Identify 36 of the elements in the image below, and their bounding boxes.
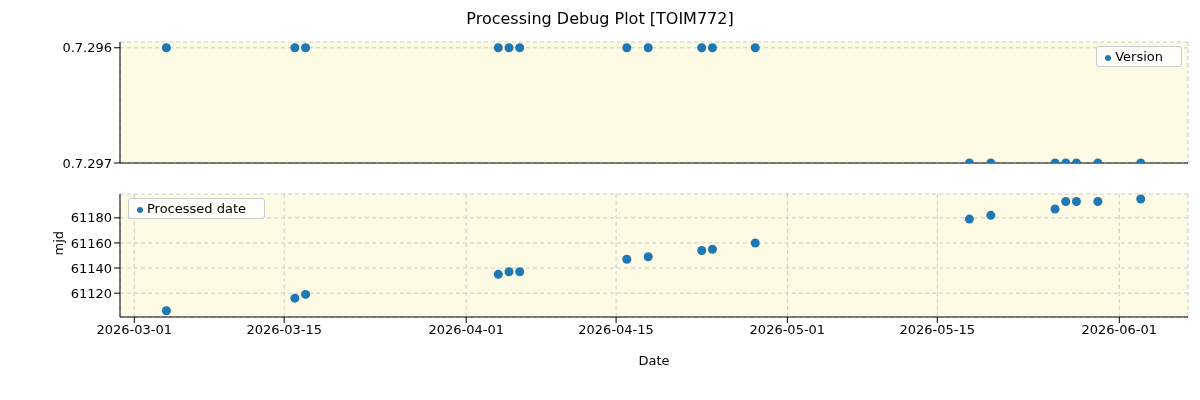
point — [697, 245, 707, 255]
point — [643, 252, 653, 262]
x-axis-title: Date — [638, 353, 670, 368]
x-tick-label: 2026-04-01 — [428, 322, 504, 338]
point — [964, 214, 974, 224]
y-axis-title: mjd — [50, 230, 66, 256]
point — [504, 267, 514, 277]
point — [493, 269, 503, 279]
point — [290, 293, 300, 303]
x-tick-label: 2026-05-01 — [749, 322, 826, 338]
x-tick-label: 2026-05-15 — [899, 322, 976, 338]
point — [1050, 204, 1060, 214]
chart-title: Processing Debug Plot [TOIM772] — [465, 8, 735, 30]
x-tick-label: 2026-06-01 — [1081, 322, 1158, 338]
y-tick-label: 61120 — [70, 285, 112, 301]
y-tick-label: 61140 — [70, 260, 112, 276]
x-tick-label: 2026-04-15 — [578, 322, 654, 338]
point — [301, 289, 311, 299]
legend-label: Processed date — [147, 201, 247, 216]
point — [1136, 194, 1146, 204]
point — [750, 238, 760, 248]
point — [1061, 197, 1071, 207]
text: 0.7.296 — [62, 40, 112, 56]
point — [986, 210, 996, 220]
y-tick-label: 61180 — [70, 210, 112, 226]
x-tick-label: 2026-03-15 — [246, 322, 322, 338]
point — [515, 267, 525, 277]
point — [161, 306, 171, 316]
point — [1071, 197, 1081, 207]
legend-label: Version — [1115, 49, 1163, 64]
point — [622, 254, 632, 264]
y-tick-label: 61160 — [70, 235, 112, 251]
text: 0.7.297 — [62, 155, 112, 171]
point — [707, 244, 717, 254]
point — [1093, 197, 1103, 207]
x-tick-label: 2026-03-01 — [96, 322, 173, 338]
